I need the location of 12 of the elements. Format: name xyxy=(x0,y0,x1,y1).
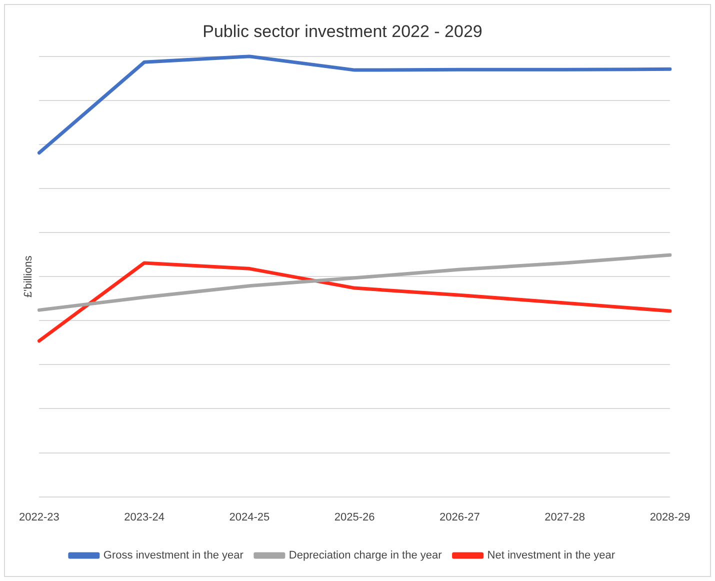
chart-title: Public sector investment 2022 - 2029 xyxy=(202,22,482,41)
legend-label: Net investment in the year xyxy=(487,550,616,562)
x-tick-label: 2026-27 xyxy=(440,511,480,524)
legend-label: Depreciation charge in the year xyxy=(288,550,442,562)
x-tick-label: 2025-26 xyxy=(334,511,375,524)
x-tick-label: 2024-25 xyxy=(229,511,270,524)
x-tick-label: 2027-28 xyxy=(544,511,586,524)
y-axis-title: £'billions xyxy=(22,255,35,298)
legend-label: Gross investment in the year xyxy=(103,550,244,562)
x-tick-label: 2028-29 xyxy=(650,511,690,524)
x-tick-label: 2023-24 xyxy=(124,511,165,524)
x-tick-label: 2022-23 xyxy=(18,511,60,524)
